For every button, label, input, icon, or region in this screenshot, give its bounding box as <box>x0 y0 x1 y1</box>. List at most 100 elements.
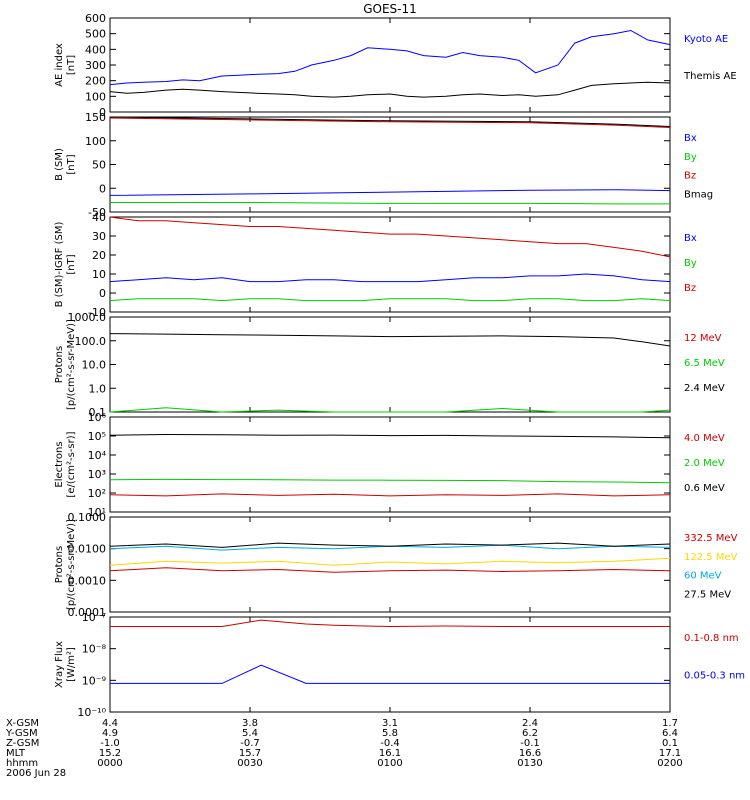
panel-frame <box>109 516 671 613</box>
y-tick-label: 10¹ <box>88 506 106 519</box>
series-line-themis-ae <box>109 81 671 98</box>
y-tick-label: 0.1000 <box>68 511 107 524</box>
x-tick-value: 0030 <box>237 758 262 769</box>
y-tick-label: 0.0100 <box>68 543 107 556</box>
series-line-122-5-mev <box>109 557 671 566</box>
legend-entry: 0.6 MeV <box>684 483 725 494</box>
panel-frame <box>109 17 671 113</box>
x-row-label: 2006 Jun 28 <box>6 768 66 779</box>
x-tick-value: 3.8 <box>242 718 258 729</box>
series-line-bz <box>109 117 671 128</box>
series-line-0-1-0-8-nm <box>110 619 670 628</box>
series-line-2-0-mev <box>109 478 671 484</box>
x-tick-value: -1.0 <box>100 738 120 749</box>
series-line-bx <box>109 273 671 283</box>
panel-1: 0 100 200 300 400 500 600 AE index [nT] Kyoto AE T… <box>54 12 737 119</box>
series-line-bz <box>109 216 671 258</box>
x-row-label: MLT <box>6 748 26 759</box>
x-tick-value: 5.4 <box>242 728 258 739</box>
y-tick-label: 1.0 <box>89 382 107 395</box>
y-tick-label: 10⁻⁸ <box>82 643 107 656</box>
y-tick-label: 10⁻⁹ <box>82 674 106 687</box>
y-tick-label: 40 <box>92 211 106 224</box>
legend-entry: 2.0 MeV <box>684 458 725 469</box>
x-tick-value: 6.4 <box>662 728 678 739</box>
x-tick-value: 1.7 <box>662 718 678 729</box>
y-tick-label: 200 <box>85 75 106 88</box>
legend-entry: 60 MeV <box>684 571 722 582</box>
y-tick-label: 10⁻⁷ <box>82 611 106 624</box>
y-axis-label: Electrons <box>54 441 65 487</box>
series-line-332-5-mev <box>109 567 671 573</box>
series-line-2-4-mev <box>109 333 671 347</box>
x-tick-value: 0200 <box>657 758 682 769</box>
x-tick-value: 5.8 <box>382 728 398 739</box>
y-tick-label: 10³ <box>88 468 106 481</box>
y-tick-label: 0.1 <box>89 406 107 419</box>
x-row-label: Z-GSM <box>6 738 39 749</box>
y-tick-label: 1000.0 <box>68 311 107 324</box>
y-tick-label: 150 <box>85 111 106 124</box>
x-tick-value: 3.1 <box>382 718 398 729</box>
y-axis-label: [W/m²] <box>66 647 77 682</box>
y-tick-label: 50 <box>92 159 106 172</box>
y-axis-label: Protons <box>54 546 65 583</box>
y-tick-label: 0.0010 <box>68 574 107 587</box>
y-tick-label: 10⁴ <box>88 449 107 462</box>
x-tick-value: 16.6 <box>519 748 541 759</box>
legend-entry: By <box>684 152 697 163</box>
x-tick-value: 0100 <box>377 758 402 769</box>
x-tick-value: 4.9 <box>102 728 118 739</box>
y-axis-label: [p/(cm²-s-sr-MeV)] <box>66 519 77 610</box>
legend-entry: 0.1-0.8 nm <box>684 633 739 644</box>
legend-entry: 4.0 MeV <box>684 433 725 444</box>
x-row-label: X-GSM <box>6 718 39 729</box>
legend-entry: 6.5 MeV <box>684 358 725 369</box>
series-line-by <box>110 202 670 205</box>
legend-entry: 332.5 MeV <box>684 533 738 544</box>
y-axis-label: B (SM)-IGRF (SM) <box>54 222 65 308</box>
panel-6: 0.0001 0.0010 0.0100 0.1000 Protons [p/(cm²-s… <box>54 511 738 619</box>
y-tick-label: 0 <box>99 106 106 119</box>
panel-frame <box>109 116 671 213</box>
panel-frame <box>109 416 671 513</box>
legend-entry: 12 MeV <box>684 333 722 344</box>
y-axis-label: B (SM) <box>54 148 65 181</box>
legend-entry: 27.5 MeV <box>684 589 731 600</box>
series-line-bmag <box>109 116 671 127</box>
y-axis-label: [nT] <box>66 55 77 75</box>
y-tick-label: -50 <box>88 206 106 219</box>
y-tick-label: 100 <box>85 135 106 148</box>
x-tick-value: 0.1 <box>662 738 678 749</box>
series-line-0-6-mev <box>109 433 671 439</box>
x-tick-value: 0130 <box>517 758 542 769</box>
y-tick-label: 400 <box>85 43 106 56</box>
y-tick-label: -10 <box>88 306 106 319</box>
legend-entry: Kyoto AE <box>684 34 728 45</box>
y-axis-label: Protons <box>54 346 65 383</box>
x-tick-value: -0.4 <box>380 738 400 749</box>
x-tick-value: 16.1 <box>379 748 401 759</box>
panel-frame <box>109 316 671 413</box>
panel-frame <box>109 216 671 313</box>
y-axis-label: [e/(cm²-s-sr)] <box>66 431 77 497</box>
y-tick-label: 10⁶ <box>88 411 107 424</box>
y-axis-label: [nT] <box>66 254 77 274</box>
panel-frame <box>109 616 671 713</box>
legend-entry: Bz <box>684 283 696 294</box>
y-tick-label: 20 <box>92 249 106 262</box>
series-line-by <box>109 298 671 302</box>
legend-entry: 0.05-0.3 nm <box>684 671 745 682</box>
legend-entry: By <box>684 258 697 269</box>
y-axis-label: [nT] <box>66 154 77 174</box>
legend-entry: Bmag <box>684 189 713 200</box>
y-tick-label: 10² <box>88 487 106 500</box>
y-axis-label: Xray Flux <box>54 641 65 688</box>
x-tick-value: 0000 <box>97 758 122 769</box>
x-tick-value: 6.2 <box>522 728 538 739</box>
series-line-0-05-0-3-nm <box>110 664 670 684</box>
x-tick-value: -0.1 <box>520 738 540 749</box>
x-row-label: Y-GSM <box>5 728 38 739</box>
